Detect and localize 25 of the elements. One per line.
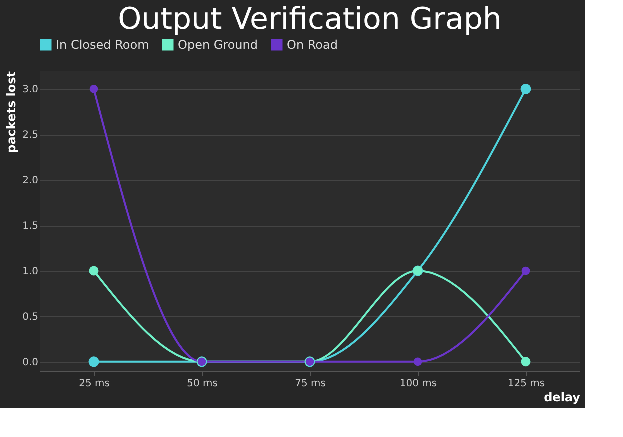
y-tick-label: 3.0 (22, 84, 38, 96)
y-tick-label: 1.0 (22, 266, 38, 278)
point (88, 356, 100, 368)
x-tick-label: 25 ms (79, 378, 110, 390)
y-tick-label: 2.5 (22, 130, 38, 142)
x-axis-title: delay (544, 390, 581, 404)
point (414, 358, 422, 366)
y-axis-title: packets lost (4, 71, 19, 154)
point (89, 266, 99, 276)
x-tick-label: 125 ms (508, 378, 546, 390)
y-tick-label: 1.5 (22, 221, 38, 232)
x-tick-label: 100 ms (400, 378, 438, 390)
point (522, 266, 530, 276)
chart-title: Output Verification Graph (118, 2, 502, 37)
legend-label: On Road (287, 38, 338, 52)
legend-label: In Closed Room (56, 38, 150, 52)
legend-label: Open Ground (178, 38, 258, 52)
y-tick-label: 2.0 (22, 176, 38, 187)
x-tick-label: 50 ms (187, 378, 218, 390)
point (521, 357, 531, 367)
point (90, 85, 98, 94)
x-tick-label: 75 ms (295, 378, 326, 390)
y-tick-label: 0.0 (22, 357, 38, 368)
y-tick-label: 0.5 (22, 312, 38, 323)
point (520, 84, 532, 94)
